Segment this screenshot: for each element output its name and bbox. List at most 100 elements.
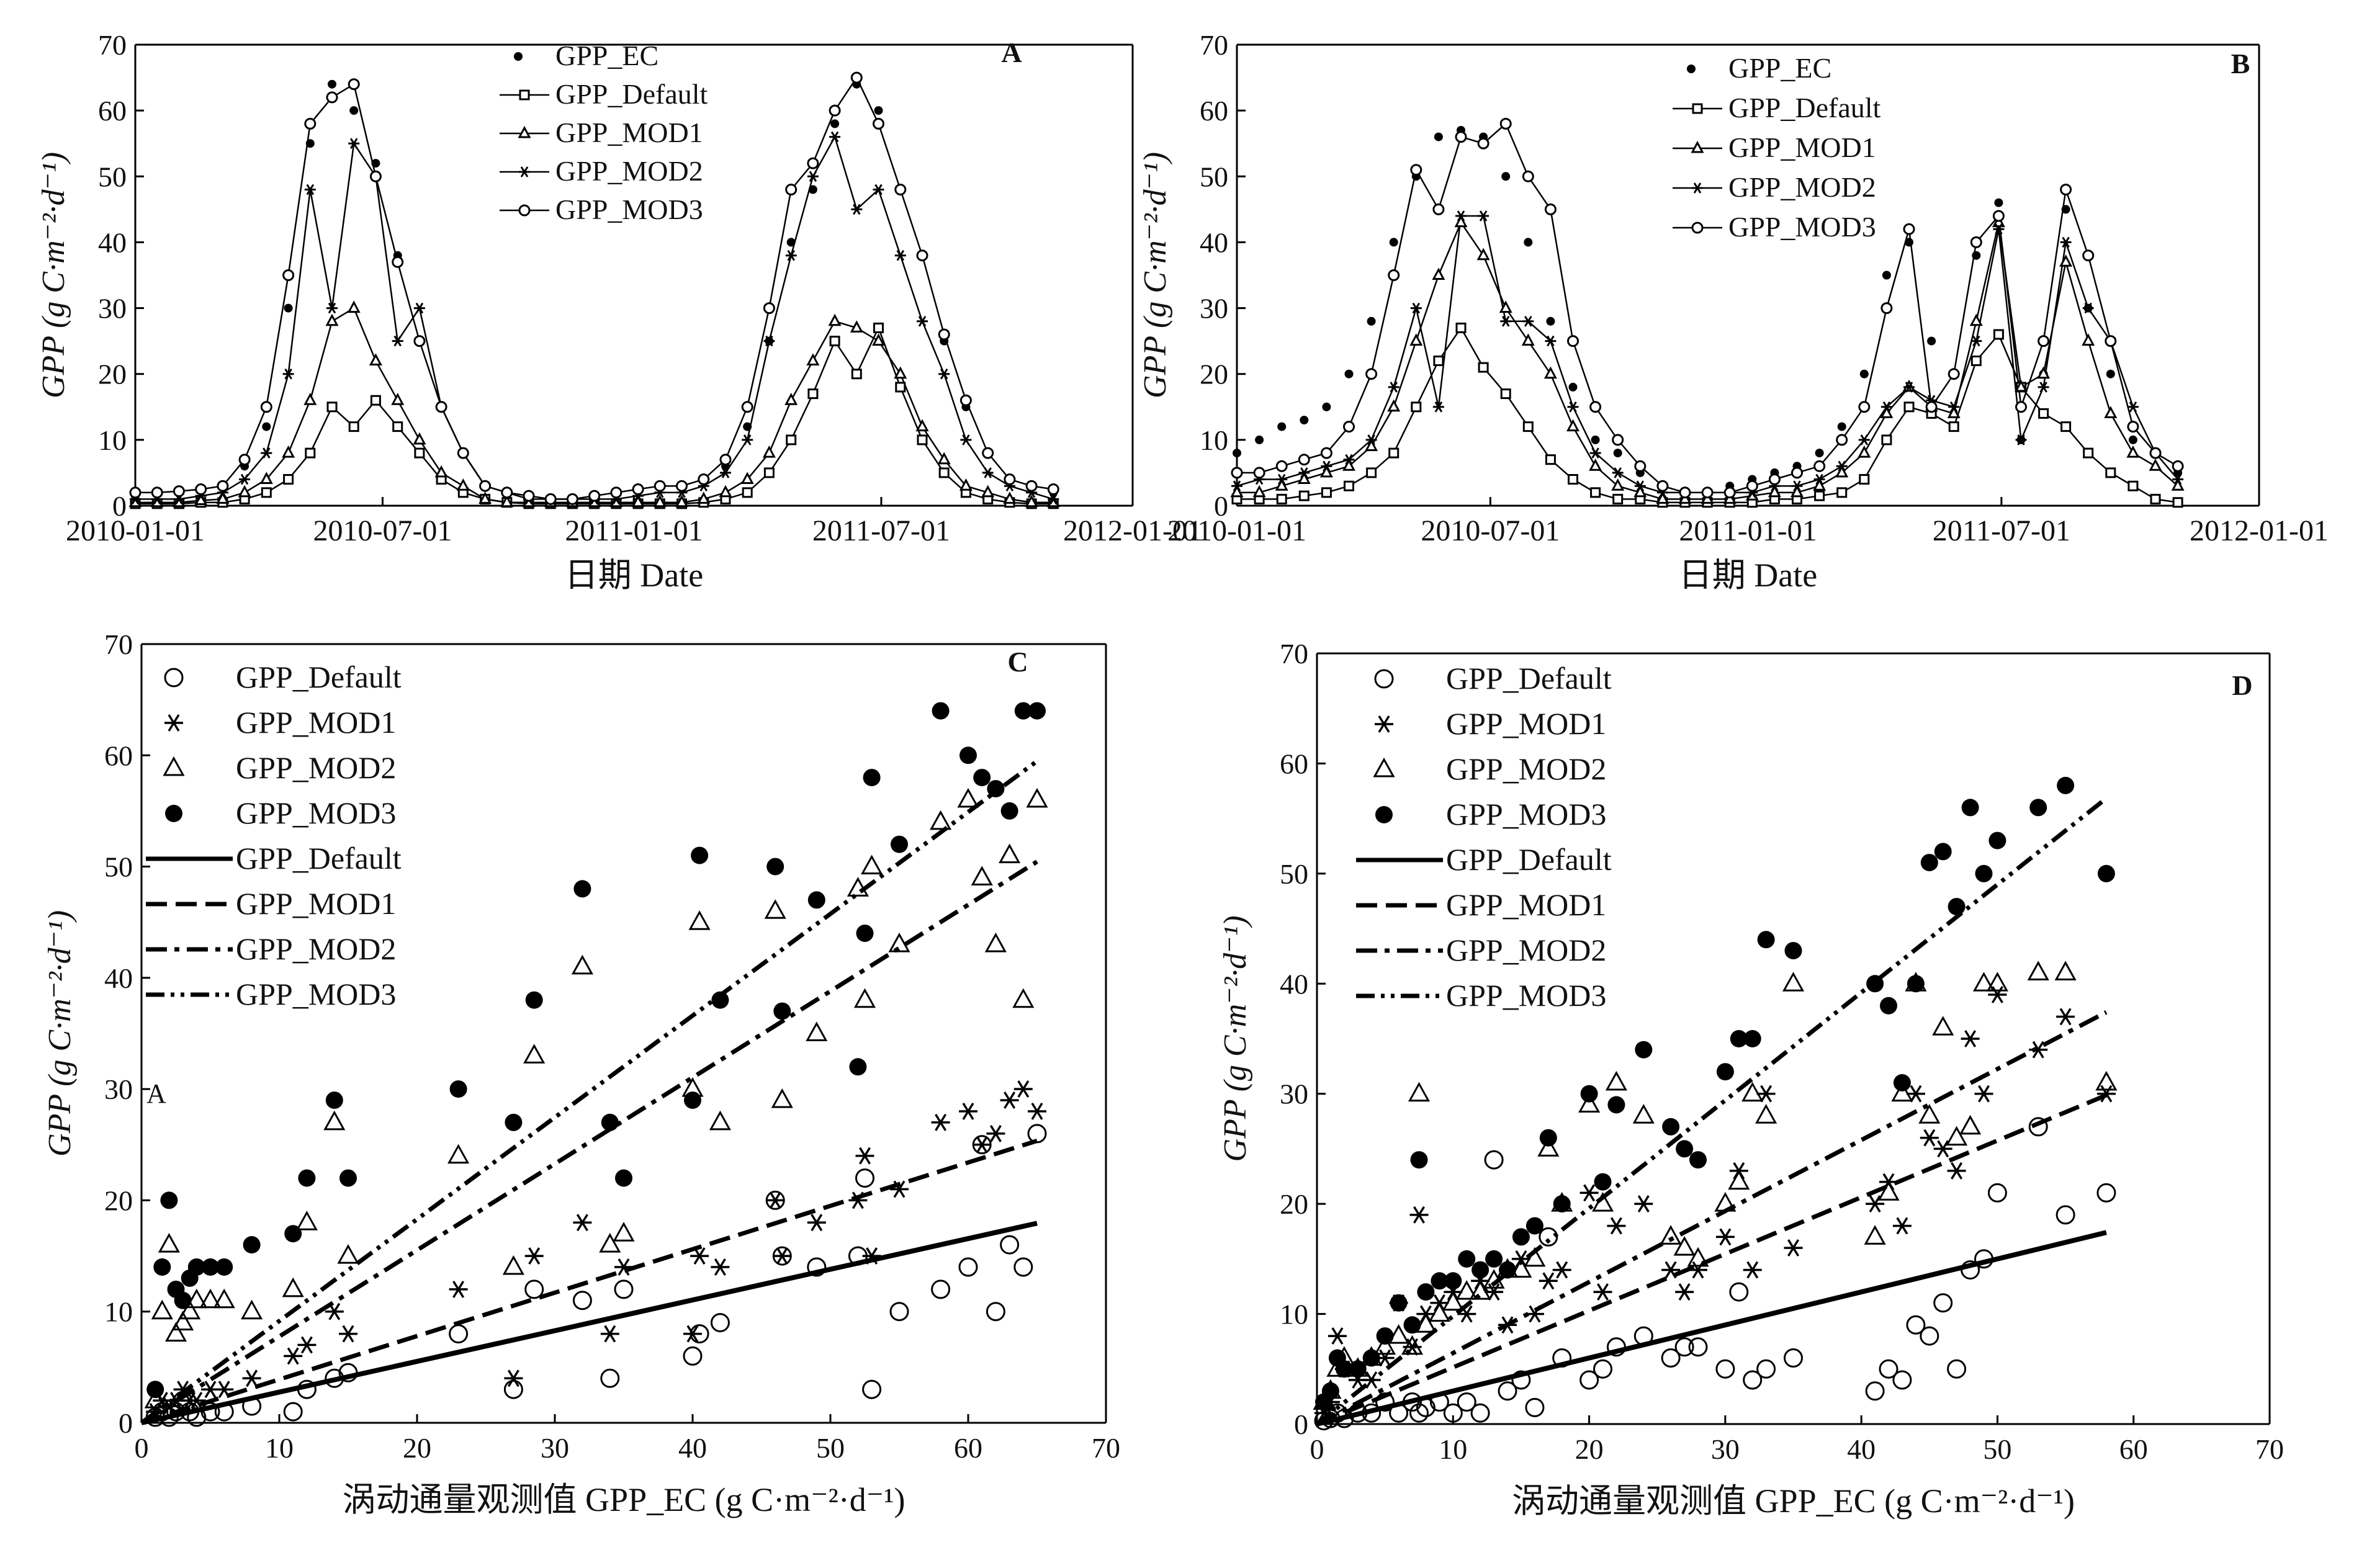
data-point-gpp-ec xyxy=(349,106,359,115)
data-point-gpp-default xyxy=(370,395,381,406)
data-point-gpp-ec xyxy=(371,159,380,168)
data-point-gpp-mod3 xyxy=(1701,486,1714,499)
data-point-gpp-mod3 xyxy=(1948,368,1960,380)
data-point-gpp-mod3 xyxy=(1656,480,1669,492)
scatter-point-gpp-mod3 xyxy=(1757,931,1775,949)
data-point-gpp-mod3 xyxy=(1275,460,1288,472)
data-point-gpp-mod3 xyxy=(894,184,907,195)
y-tick-label: 0 xyxy=(119,1407,133,1439)
data-point-gpp-default xyxy=(1590,487,1601,498)
data-point-gpp-mod3 xyxy=(392,256,404,268)
data-point-gpp-ec xyxy=(1434,132,1443,141)
data-point-gpp-mod3 xyxy=(544,493,557,505)
data-point-gpp-default xyxy=(305,447,316,459)
data-point-gpp-mod3 xyxy=(457,447,469,459)
legend-marker xyxy=(1375,806,1393,823)
scatter-point-gpp-mod3 xyxy=(684,1091,701,1109)
data-point-gpp-default xyxy=(1321,487,1332,498)
data-point-gpp-default xyxy=(1970,356,1982,366)
scatter-point-gpp-mod3 xyxy=(2029,799,2047,817)
data-point-gpp-default xyxy=(873,322,884,333)
x-tick-label: 20 xyxy=(403,1432,431,1464)
data-point-gpp-mod3 xyxy=(348,78,360,91)
x-axis-title: 日期 Date xyxy=(1679,557,1817,594)
legend-label: GPP_MOD2 xyxy=(1728,171,1876,203)
data-point-gpp-mod3 xyxy=(1925,401,1938,413)
y-tick-label: 50 xyxy=(98,161,127,192)
y-tick-label: 40 xyxy=(104,962,133,994)
scatter-point-gpp-mod3 xyxy=(849,1058,867,1076)
legend-label: GPP_MOD2 xyxy=(555,155,703,187)
fit-line-gpp-mod1 xyxy=(140,1139,1038,1425)
scatter-point-gpp-mod3 xyxy=(766,858,784,876)
data-point-gpp-mod3 xyxy=(129,486,142,499)
scatter-point-gpp-mod3 xyxy=(1321,1382,1339,1400)
data-point-gpp-mod3 xyxy=(282,269,295,281)
data-point-gpp-default xyxy=(1344,480,1354,491)
fit-line-gpp-mod1 xyxy=(1316,1093,2108,1427)
data-point-gpp-mod3 xyxy=(676,480,688,492)
data-point-gpp-ec xyxy=(1524,238,1533,247)
legend-label: GPP_EC xyxy=(1728,52,1831,84)
scatter-point-gpp-mod3 xyxy=(1390,1294,1408,1312)
y-tick-label: 70 xyxy=(1200,29,1228,61)
data-point-gpp-ec xyxy=(1905,238,1913,247)
data-point-gpp-mod3 xyxy=(1455,131,1467,143)
x-tick-label: 10 xyxy=(265,1432,294,1464)
scatter-point-gpp-mod3 xyxy=(1866,975,1884,993)
legend-label: GPP_Default xyxy=(1728,92,1881,123)
data-point-gpp-default xyxy=(326,401,338,413)
x-tick-label: 50 xyxy=(1983,1433,2011,1465)
data-point-gpp-mod3 xyxy=(1231,467,1243,479)
data-point-gpp-default xyxy=(2128,480,2139,491)
legend-marker xyxy=(519,89,530,101)
legend-label: GPP_MOD1 xyxy=(1446,887,1606,922)
data-point-gpp-ec xyxy=(1994,198,2003,207)
y-tick-label: 70 xyxy=(98,29,127,61)
data-point-gpp-default xyxy=(2105,467,2116,478)
data-point-gpp-mod3 xyxy=(850,71,863,84)
data-point-gpp-ec xyxy=(1927,336,1936,346)
data-point-gpp-default xyxy=(1433,356,1444,366)
x-tick-label: 0 xyxy=(135,1432,149,1464)
data-point-gpp-default xyxy=(2038,408,2049,419)
x-axis-title: 涡动通量观测值 GPP_EC (g C·m⁻²·d⁻¹) xyxy=(343,1481,905,1518)
y-tick-label: 30 xyxy=(1200,293,1228,325)
data-point-gpp-mod3 xyxy=(326,91,338,104)
chart-panel-b: 0 10 20 30 40 50 60 70 2010-01-01 2010-07-01 2011-… xyxy=(1138,29,2329,594)
data-point-gpp-mod3 xyxy=(413,335,426,347)
scatter-point-gpp-mod3 xyxy=(987,780,1005,798)
scatter-point-gpp-mod3 xyxy=(1934,843,1952,861)
scatter-point-gpp-mod3 xyxy=(1403,1316,1421,1334)
data-point-gpp-default xyxy=(1836,487,1848,498)
data-point-gpp-mod3 xyxy=(1388,269,1400,281)
data-point-gpp-mod3 xyxy=(566,493,578,505)
y-tick-label: 30 xyxy=(104,1073,133,1105)
y-tick-label: 60 xyxy=(104,740,133,771)
x-tick-label: 2012-01-01 xyxy=(2190,514,2329,547)
data-point-gpp-default xyxy=(1993,329,2004,340)
data-point-gpp-ec xyxy=(786,238,796,247)
panel-label: D xyxy=(2232,670,2252,701)
legend: GPP_EC GPP_Default GPP_MOD1 GPP_MOD2 GPP_MOD… xyxy=(1673,52,1881,243)
data-point-gpp-mod3 xyxy=(1477,137,1490,150)
legend-label: GPP_MOD1 xyxy=(1446,706,1606,741)
data-point-gpp-ec xyxy=(284,303,293,313)
data-point-gpp-ec xyxy=(874,106,883,115)
data-point-gpp-ec xyxy=(1591,435,1600,444)
data-point-gpp-mod3 xyxy=(982,447,994,459)
data-point-gpp-mod3 xyxy=(479,480,492,492)
chart-panel-d: 0 10 20 30 40 50 60 70 0 10 20 30 40 50 60 70 GPP (g C·m… xyxy=(1218,638,2284,1520)
y-tick-label: 40 xyxy=(98,226,127,258)
y-tick-label: 10 xyxy=(98,424,127,456)
data-point-gpp-mod3 xyxy=(1589,401,1602,413)
data-point-gpp-ec xyxy=(1501,172,1511,181)
data-point-gpp-mod3 xyxy=(1298,454,1310,466)
x-tick-label: 50 xyxy=(816,1432,845,1464)
x-tick-label: 2011-01-01 xyxy=(1679,514,1817,547)
data-point-gpp-mod3 xyxy=(2015,401,2027,413)
data-point-gpp-mod3 xyxy=(873,117,884,130)
scatter-point-gpp-mod3 xyxy=(174,1291,192,1309)
y-tick-label: 60 xyxy=(1200,95,1228,127)
